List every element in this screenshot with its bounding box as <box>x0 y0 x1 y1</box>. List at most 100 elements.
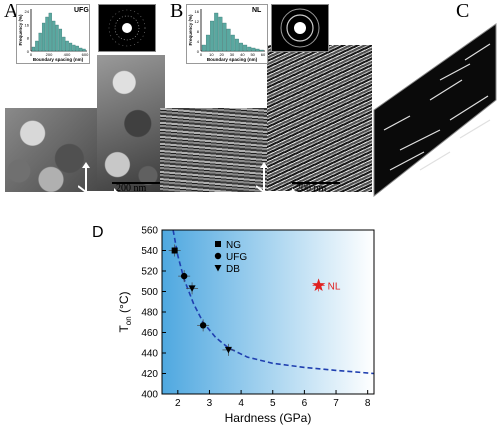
legend-label: NG <box>226 240 241 251</box>
histogram-x-axis-label: Boundary spacing (nm) <box>207 57 258 62</box>
panel-letter-d: D <box>92 224 104 241</box>
histogram-bar <box>72 44 76 52</box>
histogram-bar <box>35 40 39 52</box>
nl-annotation-label: NL <box>328 281 341 292</box>
histogram-bar <box>79 47 83 52</box>
histogram-x-tick-label: 60 <box>261 52 266 57</box>
x-tick-label: 3 <box>207 398 213 409</box>
diffraction-pattern-b <box>280 8 320 48</box>
histogram-y-axis-label: Frequency (%) <box>18 14 23 46</box>
histogram-bar <box>214 12 219 52</box>
micrograph-a-cross-section <box>97 55 165 192</box>
histogram-x-tick-label: 400 <box>64 52 71 57</box>
panel-b-scale-bar <box>292 182 340 184</box>
y-tick-label: 420 <box>141 369 158 380</box>
histogram-bar <box>82 48 86 52</box>
histogram-bar <box>226 28 231 52</box>
plot-frame <box>161 229 375 395</box>
histogram-bar <box>230 34 235 52</box>
histogram-y-tick-label: 24 <box>25 9 30 14</box>
y-tick-label: 540 <box>141 246 158 257</box>
histogram-bar <box>45 16 49 52</box>
histogram-bar <box>205 34 210 52</box>
histogram-x-tick-label: 200 <box>46 52 53 57</box>
histogram-bar <box>201 44 206 52</box>
histogram-y-tick-label: 0 <box>27 49 30 54</box>
panel-a-scale-bar <box>112 182 160 184</box>
panel-letter-b: B <box>170 0 184 22</box>
y-tick-label: 400 <box>141 390 158 401</box>
micrograph-a-plan-view <box>5 108 97 192</box>
plot-area-background <box>162 230 374 394</box>
histogram-bar <box>222 22 227 52</box>
histogram-y-tick-label: 12 <box>195 19 200 24</box>
histogram-bar <box>41 22 46 52</box>
histogram-bar <box>52 20 56 52</box>
histogram-bar <box>68 42 73 52</box>
legend-label: UFG <box>226 252 247 263</box>
panel-b-axes-arrows <box>256 162 296 196</box>
y-axis-label-subscript: on <box>124 316 133 325</box>
histogram-bar <box>234 38 239 52</box>
legend-marker-ng <box>215 241 221 247</box>
histogram-a-label: UFG <box>74 7 89 14</box>
data-point-nl <box>312 278 326 291</box>
data-point-db <box>188 285 196 292</box>
fit-curve <box>172 229 375 375</box>
histogram-x-tick-label: 0 <box>30 52 33 57</box>
x-tick-label: 2 <box>175 398 181 409</box>
histogram-bar <box>243 44 248 52</box>
histogram-bar <box>38 32 42 52</box>
histogram-y-axis-label: Frequency (%) <box>188 14 193 46</box>
histogram-inset-a: 0 8 16 24 0 200 400 600 Boundary spacing (nm) Fre… <box>16 4 90 64</box>
histogram-bar <box>58 28 63 52</box>
histogram-bar <box>247 46 252 52</box>
histogram-x-tick-label: 40 <box>240 52 245 57</box>
micrograph-b-cross-section <box>267 45 372 192</box>
diffraction-pattern-a <box>108 9 146 47</box>
histogram-bar <box>55 24 59 52</box>
histogram-bar <box>255 48 260 52</box>
panel-a-axes-arrows <box>78 162 118 196</box>
saed-pattern-b <box>271 4 329 52</box>
y-axis-label-unit: (°C) <box>117 291 131 316</box>
histogram-bar <box>31 46 36 52</box>
histogram-bar <box>48 12 52 52</box>
legend-marker-ufg <box>214 252 222 260</box>
histogram-x-tick-label: 30 <box>230 52 235 57</box>
histogram-x-tick-label: 20 <box>219 52 224 57</box>
data-point-ng <box>171 247 178 254</box>
x-tick-label: 8 <box>365 398 371 409</box>
y-tick-label: 520 <box>141 267 158 278</box>
x-tick-label: 6 <box>302 398 308 409</box>
histogram-x-axis-label: Boundary spacing (nm) <box>33 57 84 62</box>
panel-letter-c: C <box>456 0 470 22</box>
histogram-y-tick-label: 16 <box>195 9 200 14</box>
x-axis-label: Hardness (GPa) <box>225 411 312 425</box>
x-tick-label: 5 <box>270 398 276 409</box>
legend-label: DB <box>226 264 240 275</box>
histogram-bar <box>62 36 66 52</box>
y-tick-label: 460 <box>141 328 158 339</box>
data-point-db <box>224 346 232 354</box>
y-axis-label-main: T <box>117 325 131 333</box>
histogram-y-tick-label: 16 <box>25 22 30 27</box>
panel-b-scale-label: 200 nm <box>296 183 327 194</box>
micrograph-c-dark-field <box>373 23 497 198</box>
histogram-bar <box>251 47 256 52</box>
histogram-x-tick-label: 600 <box>82 52 89 57</box>
data-point-ufg <box>180 272 188 280</box>
histogram-x-tick-label: 50 <box>250 52 255 57</box>
panel-letter-a: A <box>4 0 19 22</box>
histogram-bar <box>239 42 243 52</box>
legend-marker-db <box>214 265 222 272</box>
y-tick-label: 560 <box>141 226 158 237</box>
data-point-ufg <box>199 322 207 329</box>
histogram-bar <box>65 40 69 52</box>
histogram-x-tick-label: 10 <box>209 52 214 57</box>
histogram-bar <box>259 49 264 52</box>
x-tick-label: 7 <box>333 398 339 409</box>
y-tick-label: 480 <box>141 308 158 319</box>
x-tick-label: 4 <box>238 398 244 409</box>
